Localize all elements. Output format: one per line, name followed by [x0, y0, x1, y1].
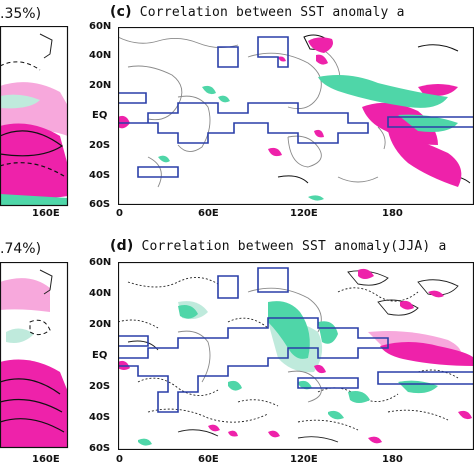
panel-c-lon-label: 180 [382, 208, 403, 219]
panel-c-title-text: Correlation between SST anomaly a [139, 5, 405, 20]
panel-d-lat-label: 20S [89, 381, 111, 392]
panel-d-lat-label: 60N [89, 257, 112, 268]
panel-d-lat-label: 40S [89, 412, 111, 423]
left-bottom-percent: .74%) [0, 241, 42, 257]
panel-d-lat-label: EQ [92, 350, 108, 361]
panel-d-title-text: Correlation between SST anomaly(JJA) a [141, 239, 447, 254]
panel-c-lat-label: 60S [89, 199, 111, 210]
left-top-map [0, 26, 69, 207]
panel-d-map [118, 262, 474, 450]
panel-d-lon-label: 0 [116, 454, 123, 465]
panel-d-lon-label: 120E [290, 454, 318, 465]
panel-c-lat-label: 60N [89, 21, 112, 32]
panel-c-lon-label: 120E [290, 208, 318, 219]
panel-d-lat-label: 20N [89, 319, 112, 330]
panel-d-letter: (d) [110, 238, 134, 254]
panel-d-lon-label: 60E [198, 454, 219, 465]
panel-c-lat-label: 40N [89, 50, 112, 61]
panel-c-title: (c) Correlation between SST anomaly a [110, 4, 405, 20]
left-bottom-map [0, 262, 69, 449]
panel-c-map [118, 27, 474, 205]
panel-c-lat-label: 40S [89, 170, 111, 181]
panel-d-title: (d) Correlation between SST anomaly(JJA)… [110, 238, 446, 254]
left-top-percent: .35%) [0, 6, 42, 22]
panel-d-lon-label: 180 [382, 454, 403, 465]
panel-d-lat-label: 60S [89, 443, 111, 454]
left-top-lon-label: 160E [32, 208, 60, 219]
panel-c-lon-label: 60E [198, 208, 219, 219]
panel-d-lat-label: 40N [89, 288, 112, 299]
panel-c-lat-label: 20S [89, 140, 111, 151]
panel-c-lon-label: 0 [116, 208, 123, 219]
panel-c-lat-label: 20N [89, 80, 112, 91]
left-bottom-lon-label: 160E [32, 454, 60, 465]
panel-c-lat-label: EQ [92, 110, 108, 121]
panel-c-letter: (c) [110, 4, 132, 20]
